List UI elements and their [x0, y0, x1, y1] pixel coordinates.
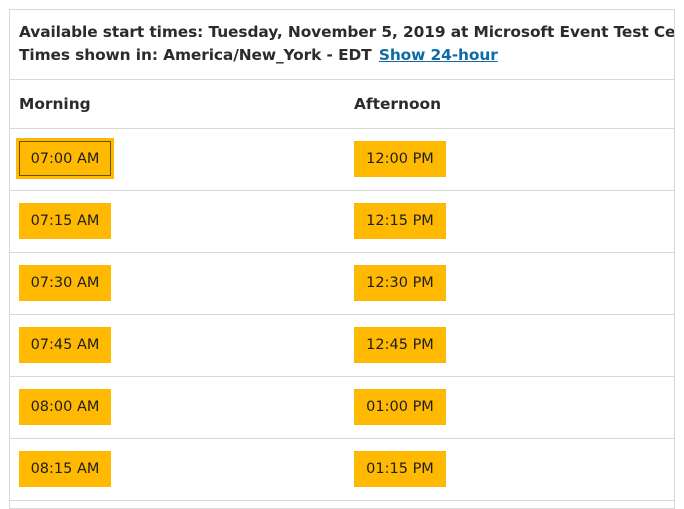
time-slot-button-morning[interactable]: 07:30 AM [19, 265, 111, 301]
time-slot-row: 07:30 AM 12:30 PM [10, 253, 674, 315]
time-slot-row: 08:15 AM 01:15 PM [10, 439, 674, 501]
availability-header: Available start times: Tuesday, November… [10, 10, 674, 80]
morning-column-heading: Morning [19, 95, 91, 113]
show-24-hour-link[interactable]: Show 24-hour [378, 46, 498, 64]
time-slot-rows: 07:00 AM 12:00 PM 07:15 AM 12:15 PM 07:3… [10, 129, 674, 501]
time-slot-button-morning-selected[interactable]: 07:00 AM [16, 138, 114, 179]
time-slot-button-morning[interactable]: 07:45 AM [19, 327, 111, 363]
start-times-panel: Available start times: Tuesday, November… [9, 9, 675, 509]
time-slot-button-morning[interactable]: 08:15 AM [19, 451, 111, 487]
time-slot-button-morning[interactable]: 07:15 AM [19, 203, 111, 239]
timezone-label: Times shown in: America/New_York - EDT [19, 46, 372, 64]
time-slot-button-morning[interactable]: 08:00 AM [19, 389, 111, 425]
time-slot-row: 07:45 AM 12:45 PM [10, 315, 674, 377]
time-slot-row: 08:00 AM 01:00 PM [10, 377, 674, 439]
time-slot-button-afternoon[interactable]: 12:15 PM [354, 203, 446, 239]
time-slot-row: 07:00 AM 12:00 PM [10, 129, 674, 191]
time-slot-button-afternoon[interactable]: 12:30 PM [354, 265, 446, 301]
time-slot-row: 07:15 AM 12:15 PM [10, 191, 674, 253]
afternoon-column-heading: Afternoon [354, 95, 442, 113]
time-slot-button-afternoon[interactable]: 12:45 PM [354, 327, 446, 363]
timezone-line: Times shown in: America/New_York - EDT S… [19, 44, 674, 67]
column-headers: Morning Afternoon [10, 80, 674, 129]
time-slot-button-afternoon[interactable]: 01:15 PM [354, 451, 446, 487]
availability-title: Available start times: Tuesday, November… [19, 23, 675, 41]
time-slot-button-afternoon[interactable]: 12:00 PM [354, 141, 446, 177]
selected-slot-label: 07:00 AM [19, 141, 111, 176]
time-slot-button-afternoon[interactable]: 01:00 PM [354, 389, 446, 425]
